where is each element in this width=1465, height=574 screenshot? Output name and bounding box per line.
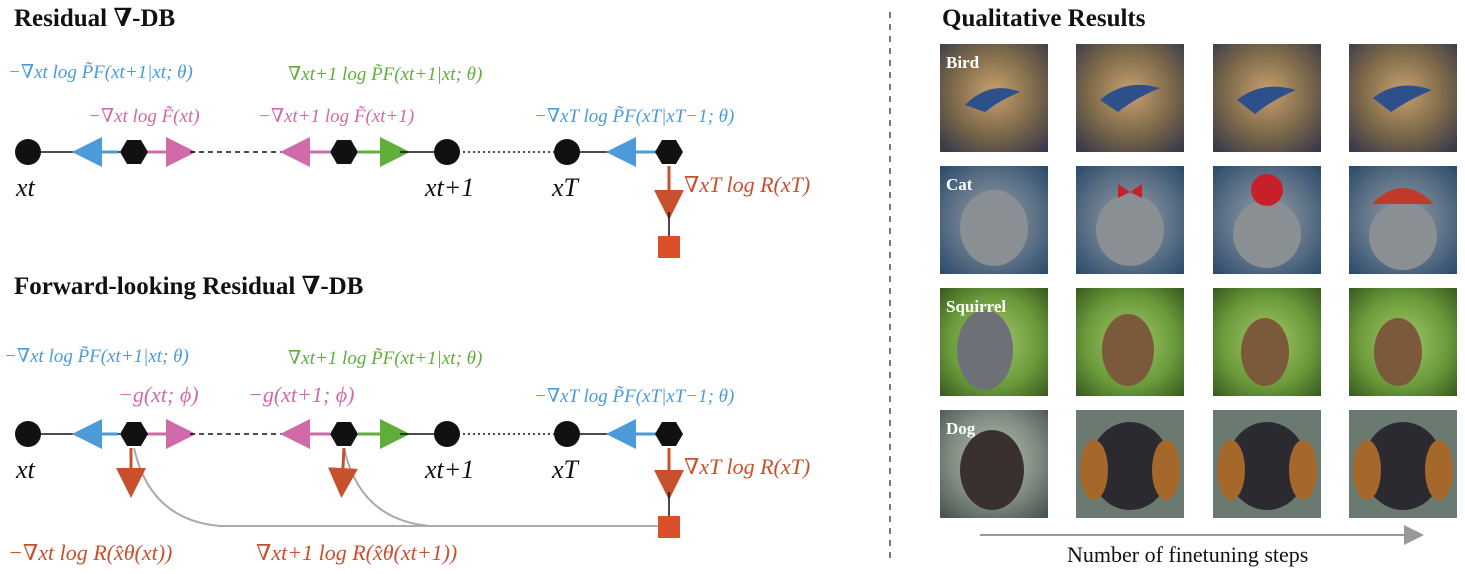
top-pink-mid-term: −∇xt+1 log F̃(xt+1) (258, 106, 414, 127)
squirrel-body-3 (1241, 318, 1289, 386)
row-label-cat: Cat (946, 175, 973, 194)
bottom-blue-left-term: −∇xt log P̃F(xt+1|xt; θ) (4, 346, 189, 367)
bird-shape-4 (1373, 85, 1432, 112)
row-bird: Bird (940, 44, 1457, 152)
dog-ear-4a (1353, 440, 1381, 500)
top-hex-mid (330, 140, 358, 164)
bottom-pink-mid-term: −g(xt+1; ϕ) (248, 382, 354, 407)
top-pink-left-term: −∇xt log F̃(xt) (88, 106, 200, 127)
top-hex-left (120, 140, 148, 164)
cat-red-hat (1372, 188, 1434, 204)
dog-face-3 (1227, 422, 1307, 510)
row-dog: Dog (940, 410, 1457, 518)
bottom-gray-curve-mid (343, 447, 431, 527)
top-hex-right (655, 140, 683, 164)
bottom-gray-curve-left (133, 447, 658, 527)
top-blue-right-term: −∇xT log P̃F(xT|xT−1; θ) (534, 106, 734, 127)
row-cat: Cat (940, 166, 1457, 274)
top-node-xt1 (434, 139, 460, 165)
bottom-label-xT: xT (551, 455, 580, 484)
bottom-hex-right (655, 422, 683, 446)
bottom-diagram-title: Forward-looking Residual ∇-DB (14, 273, 363, 300)
bottom-hex-mid (330, 422, 358, 446)
dog-ear-4b (1425, 440, 1453, 500)
bottom-red-reward-term: ∇xT log R(xT) (684, 454, 810, 479)
finetuning-axis-label: Number of finetuning steps (1067, 542, 1308, 567)
bottom-hex-left (120, 422, 148, 446)
squirrel-body-2 (1102, 314, 1154, 386)
bottom-blue-right-term: −∇xT log P̃F(xT|xT−1; θ) (534, 386, 734, 407)
top-green-mid-term: ∇xt+1 log P̃F(xt+1|xt; θ) (288, 64, 482, 85)
dog-face-2 (1090, 422, 1170, 510)
dog-ear-3b (1289, 440, 1317, 500)
bird-shape-1 (965, 88, 1020, 112)
top-node-xt (15, 139, 41, 165)
dog-ear-2a (1080, 440, 1108, 500)
cat-face-3 (1233, 200, 1301, 268)
bottom-green-mid-term: ∇xt+1 log P̃F(xt+1|xt; θ) (288, 348, 482, 369)
row-label-squirrel: Squirrel (946, 297, 1006, 316)
row-label-dog: Dog (946, 419, 976, 438)
dog-ear-2b (1152, 440, 1180, 500)
dog-face-4 (1363, 422, 1443, 510)
bottom-node-xt (15, 421, 41, 447)
top-blue-left-term: −∇xt log P̃F(xt+1|xt; θ) (8, 62, 193, 83)
cat-red-ball (1251, 174, 1283, 206)
bottom-label-xt: xt (15, 455, 36, 484)
bottom-pink-left-term: −g(xt; ϕ) (118, 382, 199, 407)
bottom-reward-square (658, 516, 680, 538)
squirrel-body-4 (1374, 318, 1422, 386)
top-label-xT: xT (551, 173, 580, 202)
bird-shape-3 (1237, 86, 1296, 114)
top-diagram-title: Residual ∇-DB (14, 5, 175, 32)
bottom-node-xT (554, 421, 580, 447)
bottom-red-mid-term: ∇xt+1 log R(x̂θ(xt+1)) (256, 540, 457, 565)
row-squirrel: Squirrel (940, 288, 1457, 396)
results-title: Qualitative Results (942, 5, 1146, 32)
bottom-label-xt1: xt+1 (424, 455, 474, 484)
top-label-xt: xt (15, 173, 36, 202)
top-node-xT (554, 139, 580, 165)
dog-face-1 (960, 430, 1024, 510)
bird-shape-2 (1100, 84, 1160, 112)
top-reward-square (658, 236, 680, 258)
squirrel-body-1 (957, 310, 1013, 390)
dog-ear-3a (1217, 440, 1245, 500)
bottom-arrow-red-mid (327, 447, 358, 498)
cat-bow (1118, 184, 1142, 198)
top-label-xt1: xt+1 (424, 173, 474, 202)
top-red-reward-term: ∇xT log R(xT) (684, 172, 810, 197)
bottom-red-left-term: −∇xt log R(x̂θ(xt)) (8, 540, 172, 565)
cat-face-2 (1096, 194, 1164, 266)
row-label-bird: Bird (946, 53, 980, 72)
cat-face-4 (1369, 202, 1437, 270)
bottom-node-xt1 (434, 421, 460, 447)
cat-face-1 (960, 190, 1028, 266)
